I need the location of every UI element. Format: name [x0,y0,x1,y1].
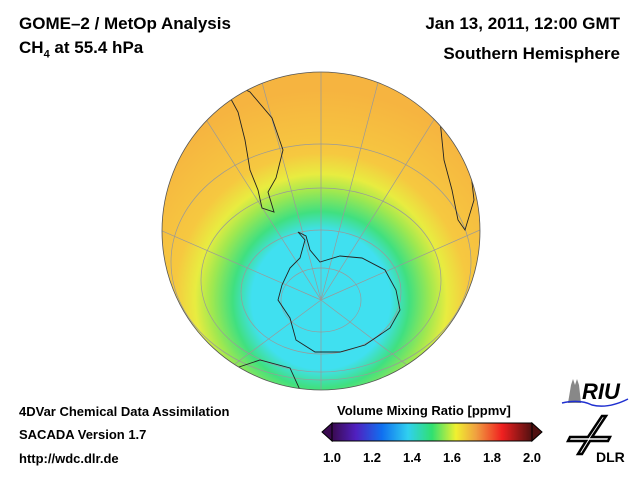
riu-logo-text: RIU [582,379,621,404]
title-line-1: GOME–2 / MetOp Analysis [19,14,231,33]
colorbar-tick: 1.2 [362,450,382,465]
colorbar-max-arrow [531,421,543,443]
antarctica-coast [277,231,401,353]
colorbar-tick: 1.4 [402,450,422,465]
date-label: Jan 13, 2011, 12:00 GMT [425,14,620,33]
species-name: CH [19,38,44,57]
footer-method: 4DVar Chemical Data Assimilation [19,404,230,419]
region-label: Southern Hemisphere [443,44,620,63]
colorbar-tick: 2.0 [522,450,542,465]
colorbar-gradient [331,422,533,442]
riu-logo: RIU [561,379,629,407]
footer-url[interactable]: http://wdc.dlr.de [19,451,119,466]
south-america-coast [221,77,284,213]
dlr-logo-text: DLR [596,449,625,465]
dlr-logo: DLR [565,414,625,465]
pressure-level: at 55.4 hPa [49,38,144,57]
title-line-2: CH4 at 55.4 hPa [19,38,143,60]
colorbar-min-arrow [321,421,333,443]
graticule [162,72,480,390]
colorbar-tick: 1.0 [322,450,342,465]
colorbar-tick: 1.6 [442,450,462,465]
colorbar-tick: 1.8 [482,450,502,465]
colorbar-title: Volume Mixing Ratio [ppmv] [337,403,511,418]
footer-version: SACADA Version 1.7 [19,427,147,442]
species-subscript: 4 [43,48,50,61]
colorbar [321,421,543,443]
